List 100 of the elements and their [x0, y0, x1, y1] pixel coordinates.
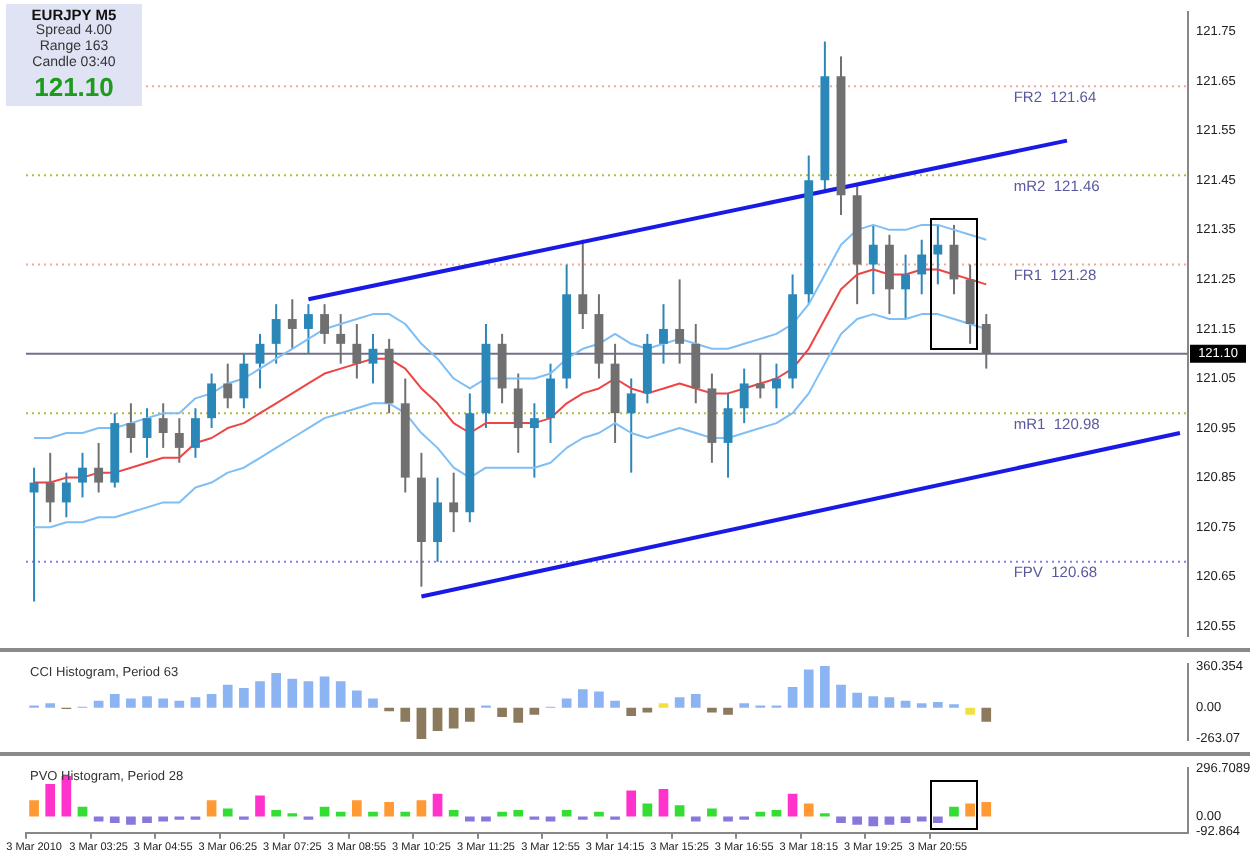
- candlestick: [578, 238, 588, 330]
- bar: [513, 707, 524, 723]
- bar: [529, 707, 540, 715]
- bar: [642, 803, 653, 817]
- candlestick: [368, 332, 378, 385]
- bar: [287, 678, 298, 708]
- candlestick: [917, 238, 927, 296]
- bar: [174, 700, 185, 708]
- bar: [577, 689, 588, 708]
- bar: [771, 810, 782, 817]
- bar: [335, 811, 346, 817]
- bar: [561, 810, 572, 817]
- bar: [626, 790, 637, 817]
- bar: [109, 693, 120, 708]
- candlestick: [78, 451, 87, 499]
- candlestick: [884, 233, 894, 316]
- candlestick: [449, 471, 459, 534]
- bar: [868, 816, 879, 827]
- bar: [803, 669, 814, 708]
- bar: [335, 681, 346, 708]
- bar: [949, 806, 959, 817]
- candlestick: [320, 303, 330, 345]
- bar: [787, 793, 798, 817]
- candlestick: [626, 377, 636, 474]
- bar: [190, 697, 201, 708]
- bar: [610, 700, 620, 708]
- bar: [900, 700, 911, 708]
- candlestick: [981, 313, 991, 370]
- candlestick: [287, 298, 297, 350]
- candlestick: [61, 471, 71, 519]
- candlestick: [659, 303, 668, 365]
- candlestick: [772, 362, 781, 410]
- candlestick: [529, 402, 539, 479]
- bar: [303, 681, 314, 708]
- candlestick: [271, 303, 281, 365]
- candlestick: [126, 402, 136, 454]
- bar: [723, 707, 733, 715]
- candlestick: [303, 303, 313, 355]
- candlestick: [755, 352, 765, 400]
- candlestick: [29, 466, 39, 603]
- bar: [787, 686, 798, 708]
- bar: [464, 707, 475, 722]
- bar: [319, 806, 330, 817]
- bar: [626, 707, 637, 716]
- bar: [755, 811, 766, 817]
- bar: [271, 810, 281, 817]
- bar: [384, 801, 394, 817]
- bar: [965, 803, 975, 817]
- bar: [206, 800, 217, 817]
- candlestick: [433, 476, 442, 563]
- candlestick: [901, 253, 911, 321]
- bar: [981, 801, 992, 817]
- candlestick: [965, 263, 975, 345]
- bar: [93, 700, 104, 708]
- bar: [368, 698, 378, 708]
- candlestick: [868, 223, 878, 296]
- bar: [965, 707, 975, 715]
- bar: [933, 816, 943, 824]
- bar: [852, 692, 862, 708]
- bar: [142, 696, 152, 708]
- bar: [126, 816, 136, 825]
- candlestick: [255, 332, 265, 390]
- candlestick: [223, 362, 233, 410]
- bar: [594, 691, 604, 708]
- bar: [884, 697, 895, 708]
- bar: [239, 688, 249, 708]
- bar: [271, 673, 281, 708]
- bar: [352, 690, 362, 708]
- candlestick: [546, 362, 555, 444]
- bar: [836, 684, 846, 708]
- candlestick: [933, 223, 943, 286]
- candlestick: [207, 372, 217, 430]
- candlestick: [352, 323, 362, 380]
- bar: [594, 811, 604, 817]
- candlestick: [158, 402, 168, 449]
- candlestick: [497, 332, 507, 405]
- candlestick: [45, 451, 55, 524]
- bar: [29, 800, 39, 817]
- bar: [513, 810, 524, 817]
- annotation: 121.10: [32, 72, 116, 102]
- bar: [416, 800, 427, 817]
- bar: [981, 707, 992, 722]
- bar: [255, 681, 265, 708]
- candlestick: [691, 323, 701, 405]
- bar: [933, 702, 943, 708]
- bar: [222, 684, 233, 708]
- candlestick: [142, 407, 152, 459]
- bar: [658, 788, 669, 817]
- candlestick: [336, 313, 346, 365]
- bar: [77, 806, 88, 817]
- bar: [803, 803, 814, 817]
- candlestick: [174, 417, 184, 464]
- bar: [432, 793, 443, 817]
- bar: [400, 811, 411, 817]
- bar: [852, 816, 862, 825]
- bar: [497, 811, 507, 817]
- bar: [561, 698, 572, 708]
- bar: [158, 698, 169, 708]
- bar: [126, 698, 136, 708]
- candlestick: [723, 392, 733, 479]
